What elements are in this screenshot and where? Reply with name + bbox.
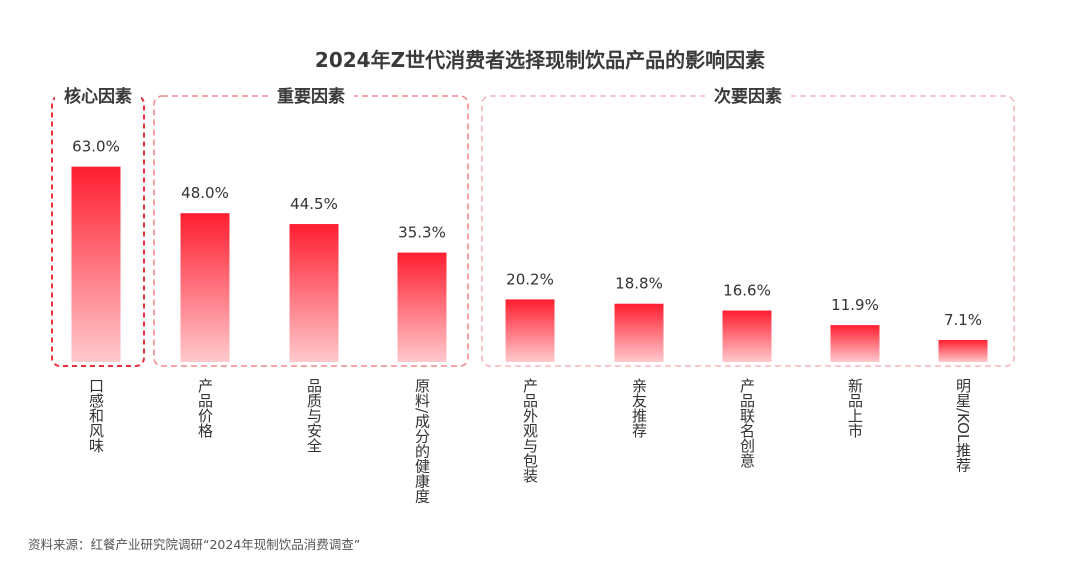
category-label-1: 产品价格 [196, 378, 214, 438]
bar-4 [505, 299, 555, 362]
group-box-2 [481, 95, 1015, 367]
bar-3 [397, 252, 447, 362]
factor-groups: 核心因素 重要因素 次要因素 [51, 84, 1015, 367]
value-label-4: 20.2% [506, 270, 554, 288]
category-label-6: 产品联名创意 [738, 378, 756, 468]
source-note: 资料来源：红餐产业研究院调研“2024年现制饮品消费调查” [28, 537, 360, 552]
group-label-bg-2 [705, 84, 791, 108]
bar-0 [71, 166, 121, 362]
group-label-2: 次要因素 [714, 86, 782, 107]
bar-5 [614, 303, 664, 362]
chart-title: 2024年Z世代消费者选择现制饮品产品的影响因素 [315, 48, 765, 72]
value-labels: 63.0% 48.0% 44.5% 35.3% 20.2% 18.8% 16.6% 11.9%… [72, 138, 982, 329]
category-label-7: 新品上市 [846, 378, 864, 438]
value-label-5: 18.8% [615, 275, 663, 293]
category-label-2: 品质与安全 [305, 378, 323, 453]
value-label-0: 63.0% [72, 138, 120, 156]
bar-8 [938, 339, 988, 362]
group-label-bg-1 [268, 84, 354, 108]
value-label-3: 35.3% [398, 224, 446, 242]
group-label-1: 重要因素 [277, 86, 345, 107]
category-label-5: 亲友推荐 [630, 378, 648, 438]
category-label-3: 原料/成分的健康度 [413, 378, 431, 503]
group-label-0: 核心因素 [64, 86, 132, 107]
group-box-1 [153, 95, 469, 367]
category-label-8: 明星/KOL推荐 [954, 378, 972, 472]
category-label-0: 口感和风味 [87, 378, 105, 453]
value-label-8: 7.1% [944, 311, 982, 329]
bar-2 [289, 224, 339, 362]
group-label-bg-0 [55, 84, 141, 108]
value-label-2: 44.5% [290, 195, 338, 213]
value-label-1: 48.0% [181, 184, 229, 202]
bars [71, 166, 988, 362]
bar-1 [180, 213, 230, 362]
category-label-4: 产品外观与包装 [521, 378, 539, 483]
value-label-6: 16.6% [723, 282, 771, 300]
value-label-7: 11.9% [831, 296, 879, 314]
category-labels: 口感和风味 产品价格 品质与安全 原料/成分的健康度 产品外观与包装 亲友推荐 产品联名创意… [87, 378, 972, 503]
bar-7 [830, 325, 880, 362]
bar-6 [722, 310, 772, 362]
